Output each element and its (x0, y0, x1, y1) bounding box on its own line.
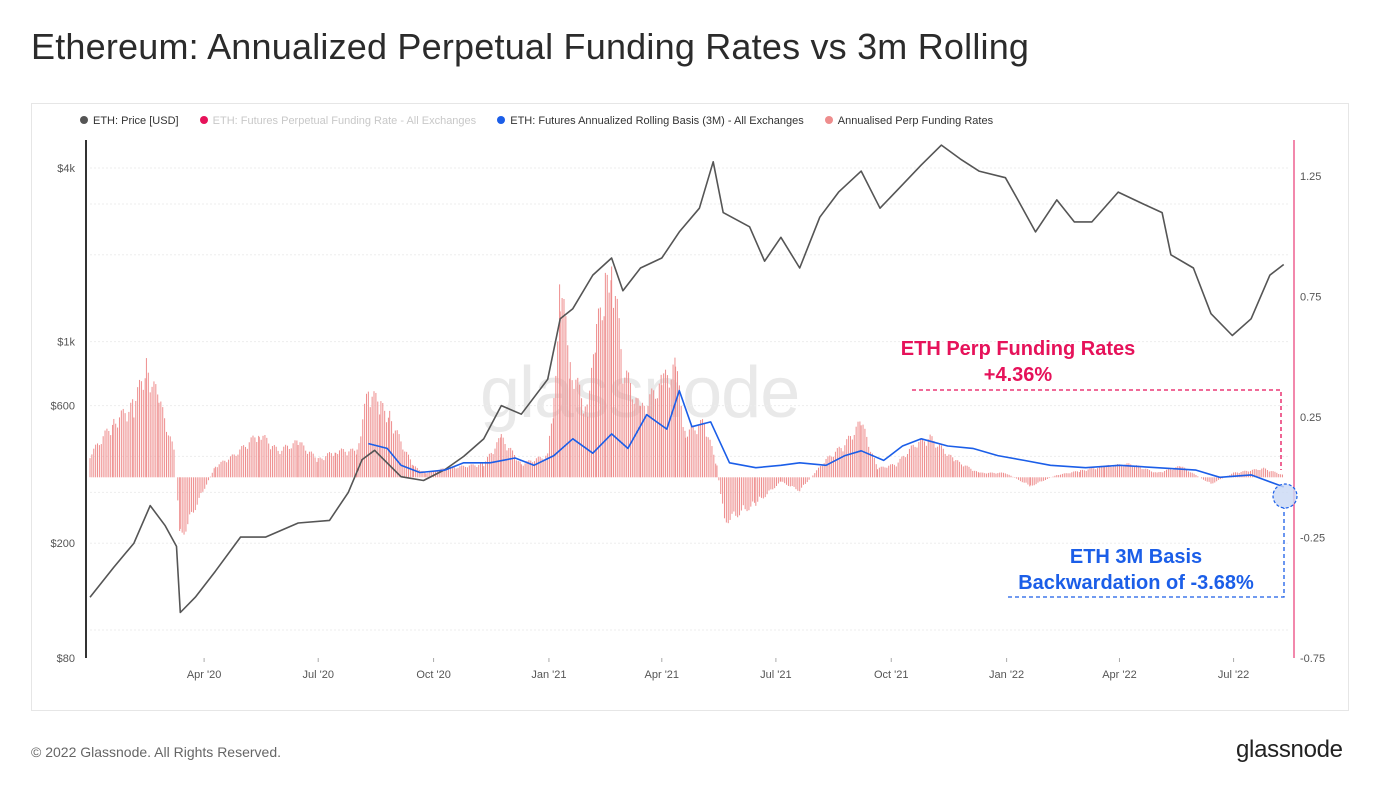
y-left-tick-label: $1k (57, 337, 75, 349)
y-right-tick-label: -0.25 (1300, 533, 1325, 545)
x-tick-label: Jan '21 (531, 669, 566, 681)
basis-line (368, 389, 1284, 488)
legend-dot-rolling-basis (497, 116, 506, 124)
chart-panel (31, 103, 1349, 711)
y-right-tick-label: 0.25 (1300, 412, 1321, 424)
legend-item-rolling-basis[interactable]: ETH: Futures Annualized Rolling Basis (3… (497, 115, 804, 127)
x-tick-label: Jan '22 (989, 669, 1024, 681)
x-tick-label: Apr '22 (1102, 669, 1137, 681)
x-tick-label: Jul '22 (1218, 669, 1249, 681)
legend-label-price: ETH: Price [USD] (93, 115, 179, 127)
y-left-tick-label: $200 (51, 538, 75, 550)
annotation-basis-title: ETH 3M Basis (1069, 546, 1203, 568)
legend: ETH: Price [USD] ETH: Futures Perpetual … (80, 115, 1011, 127)
annotation-basis: ETH 3M Basis Backwardation of -3.68% (996, 544, 1276, 596)
x-tick-label: Oct '21 (874, 669, 909, 681)
annotation-funding-title: ETH Perp Funding Rates (900, 338, 1136, 360)
funding-callout-line (912, 389, 1282, 470)
legend-item-annualised-funding[interactable]: Annualised Perp Funding Rates (824, 115, 994, 127)
legend-dot-perp-funding (199, 116, 208, 124)
annotation-basis-value: Backwardation of -3.68% (1018, 572, 1254, 594)
x-tick-label: Jul '20 (302, 669, 333, 681)
y-left-tick-label: $4k (57, 163, 75, 175)
price-line (89, 144, 1285, 614)
page-title: Ethereum: Annualized Perpetual Funding R… (31, 26, 1030, 67)
legend-label-perp-funding: ETH: Futures Perpetual Funding Rate - Al… (212, 115, 477, 127)
y-right-tick-label: -0.75 (1300, 653, 1325, 665)
legend-dot-price (80, 116, 88, 124)
x-tick-label: Apr '20 (187, 669, 222, 681)
y-left-tick-label: $80 (57, 653, 75, 665)
annotation-funding-value: +4.36% (983, 364, 1053, 386)
footer-copyright: © 2022 Glassnode. All Rights Reserved. (31, 744, 282, 760)
legend-label-annualised-funding: Annualised Perp Funding Rates (837, 115, 994, 127)
y-right-tick-label: 0.75 (1300, 292, 1321, 304)
x-tick-label: Oct '20 (416, 669, 451, 681)
y-left-tick-label: $600 (51, 401, 75, 413)
basis-callout-line (1008, 508, 1285, 598)
annotation-funding: ETH Perp Funding Rates +4.36% (885, 336, 1151, 388)
footer-brand-logo: glassnode (1236, 736, 1343, 763)
legend-item-perp-funding[interactable]: ETH: Futures Perpetual Funding Rate - Al… (199, 115, 477, 127)
x-tick-label: Apr '21 (645, 669, 680, 681)
legend-item-price[interactable]: ETH: Price [USD] (80, 115, 179, 127)
y-right-tick-label: 1.25 (1300, 171, 1321, 183)
basis-highlight-circle (1272, 483, 1298, 509)
x-tick-label: Jul '21 (760, 669, 791, 681)
legend-dot-annualised-funding (824, 116, 833, 124)
legend-label-rolling-basis: ETH: Futures Annualized Rolling Basis (3… (510, 115, 804, 127)
